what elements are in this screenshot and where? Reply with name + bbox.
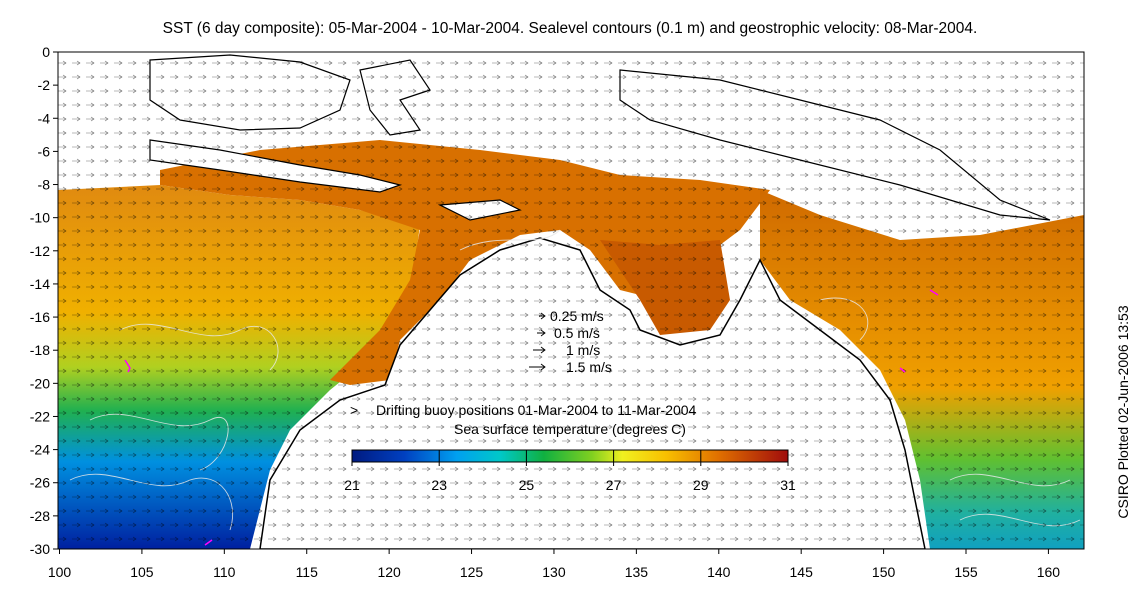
y-tick-label: -30 <box>30 541 50 557</box>
y-tick-label: -2 <box>38 77 51 93</box>
y-tick-label: -12 <box>30 243 50 259</box>
map-title: SST (6 day composite): 05-Mar-2004 - 10-… <box>162 20 978 37</box>
x-tick-label: 120 <box>377 564 401 580</box>
colorbar: Sea surface temperature (degrees C) 21 23… <box>344 421 796 493</box>
plot-credit: CSIRO Plotted 02-Jun-2006 13:53 <box>1115 305 1131 519</box>
x-tick-label: 135 <box>625 564 649 580</box>
colorbar-tick-label: 23 <box>431 477 447 493</box>
y-tick-label: -24 <box>30 442 50 458</box>
colorbar-tick-label: 31 <box>780 477 796 493</box>
velocity-legend-label: 0.25 m/s <box>550 308 604 324</box>
x-tick-label: 110 <box>213 564 236 580</box>
y-tick-label: -28 <box>30 508 50 524</box>
y-tick-label: -10 <box>30 210 50 226</box>
colorbar-tick-label: 25 <box>519 477 535 493</box>
y-tick-label: -22 <box>30 408 50 424</box>
velocity-legend-label: 1 m/s <box>566 342 600 358</box>
x-axis: 100 105 110 115 120 125 130 135 140 145 150 155 160 <box>48 549 1060 580</box>
plot-area <box>58 52 1084 549</box>
x-tick-label: 155 <box>954 564 978 580</box>
buoy-tracks <box>124 289 939 546</box>
velocity-legend-label: 1.5 m/s <box>566 359 612 375</box>
x-tick-label: 140 <box>707 564 731 580</box>
colorbar-tick-label: 27 <box>606 477 622 493</box>
y-tick-label: -8 <box>38 177 51 193</box>
buoy-legend: > Drifting buoy positions 01-Mar-2004 to… <box>350 402 697 418</box>
x-tick-label: 100 <box>48 564 72 580</box>
y-tick-label: -4 <box>38 110 51 126</box>
x-tick-label: 160 <box>1037 564 1061 580</box>
y-tick-label: -20 <box>30 375 50 391</box>
colorbar-tick-label: 29 <box>693 477 709 493</box>
velocity-legend-arrow <box>533 346 546 354</box>
x-tick-label: 115 <box>296 564 319 580</box>
colorbar-title: Sea surface temperature (degrees C) <box>454 421 686 437</box>
velocity-legend-arrow <box>537 329 546 337</box>
x-tick-label: 145 <box>790 564 814 580</box>
x-tick-label: 105 <box>130 564 154 580</box>
colorbar-gradient <box>351 449 789 463</box>
velocity-legend-arrow <box>539 312 546 320</box>
buoy-legend-marker: > <box>350 402 358 418</box>
x-tick-label: 125 <box>460 564 484 580</box>
plot-frame <box>57 51 1085 550</box>
y-tick-label: -14 <box>30 276 50 292</box>
y-tick-label: -16 <box>30 309 50 325</box>
colorbar-tick-label: 21 <box>344 477 360 493</box>
buoy-legend-label: Drifting buoy positions 01-Mar-2004 to 1… <box>376 402 697 418</box>
velocity-legend-arrow <box>529 363 546 371</box>
velocity-legend: 0.25 m/s0.5 m/s1 m/s1.5 m/s <box>529 308 612 375</box>
velocity-arrow-field <box>58 52 1084 549</box>
x-tick-label: 130 <box>542 564 566 580</box>
y-tick-label: -18 <box>30 342 50 358</box>
y-tick-label: -26 <box>30 475 50 491</box>
colorbar-ticks: 21 23 25 27 29 31 <box>344 450 796 493</box>
y-tick-label: -6 <box>38 143 51 159</box>
x-tick-label: 150 <box>872 564 896 580</box>
y-axis: 0 -2 -4 -6 -8 -10 -12 -14 -16 -18 -20 -22 -24 -26 -28 -… <box>30 44 58 557</box>
y-tick-label: 0 <box>42 44 50 60</box>
velocity-legend-label: 0.5 m/s <box>554 325 600 341</box>
